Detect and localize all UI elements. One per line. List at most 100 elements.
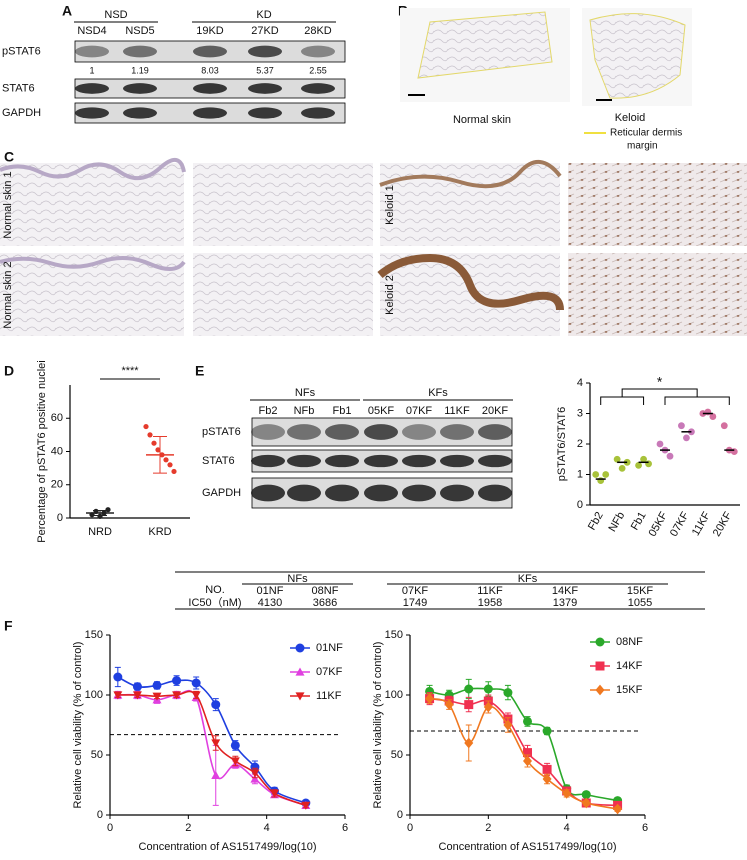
legend-marker	[295, 692, 305, 701]
x-axis-label: Concentration of AS1517499/log(10)	[139, 841, 317, 853]
data-point	[151, 440, 157, 446]
band	[325, 454, 359, 468]
data-point	[464, 737, 474, 749]
x-tick-label: 11KF	[690, 510, 713, 538]
band	[440, 424, 474, 440]
row-label: GAPDH	[2, 107, 41, 119]
x-tick-label: 2	[185, 822, 191, 834]
band	[248, 83, 282, 94]
legend-label: 07KF	[316, 666, 343, 678]
data-point	[113, 672, 123, 682]
data-point	[464, 700, 474, 710]
band	[287, 424, 321, 440]
data-point	[250, 762, 260, 772]
table-cell: 1749	[403, 597, 427, 609]
table-cell: 1958	[478, 597, 502, 609]
x-tick-label: KRD	[148, 526, 171, 538]
data-point	[105, 507, 111, 513]
band	[325, 424, 359, 440]
data-point	[618, 465, 626, 472]
x-tick-label: 4	[564, 822, 570, 834]
table-cell: 07KF	[402, 585, 429, 597]
data-point	[483, 701, 493, 713]
y-axis-label: Relative cell viability (% of control)	[372, 642, 384, 809]
legend-marker	[595, 661, 605, 671]
data-point	[143, 423, 149, 430]
quantification: 2.55	[309, 65, 327, 75]
data-point	[270, 789, 279, 798]
x-tick-label: NFb	[606, 510, 627, 534]
row-label: STAT6	[2, 82, 35, 94]
lane-label: 19KD	[196, 25, 224, 37]
y-tick-label: 0	[577, 499, 583, 511]
error-bar	[153, 436, 167, 474]
image-caption: Keloid	[615, 112, 646, 124]
data-point	[666, 452, 674, 460]
data-point	[147, 432, 153, 438]
table-cell: 11KF	[477, 585, 503, 597]
data-point	[581, 790, 591, 800]
data-point	[523, 748, 532, 758]
y-tick-label: 3	[577, 407, 583, 419]
table-cell: 1055	[628, 597, 652, 609]
row-label: Keloid 1	[384, 185, 396, 225]
data-point	[704, 408, 712, 416]
data-point	[211, 739, 221, 748]
panel-label: D	[4, 363, 14, 379]
y-tick-label: 0	[57, 512, 63, 524]
data-point	[191, 678, 201, 688]
band	[287, 454, 321, 468]
row-label: Normal skin 1	[2, 171, 14, 238]
group-label: NFs	[295, 387, 316, 399]
legend-marker	[595, 637, 605, 647]
legend-label: 15KF	[616, 684, 643, 696]
data-point	[250, 774, 260, 783]
data-point	[581, 797, 591, 809]
x-tick-label: Fb2	[586, 510, 606, 532]
band	[251, 424, 285, 440]
group-label: NFs	[287, 573, 308, 585]
data-point	[656, 440, 664, 448]
row-label: STAT6	[202, 455, 235, 467]
x-tick-label: 6	[342, 822, 348, 834]
lane-label: 28KD	[304, 25, 332, 37]
band	[248, 45, 282, 58]
band	[478, 484, 512, 502]
y-tick-label: 150	[85, 629, 103, 641]
y-tick-label: 4	[577, 377, 583, 389]
lane-label: 20KF	[482, 405, 509, 417]
band	[364, 454, 398, 468]
data-point	[172, 676, 182, 686]
row-label: Normal skin 2	[2, 261, 14, 328]
band	[402, 424, 436, 440]
band	[440, 484, 474, 502]
table-header: IC50（nM)	[188, 596, 241, 609]
data-point	[503, 719, 513, 731]
significance: ****	[121, 365, 139, 377]
data-point	[709, 413, 717, 420]
data-point	[597, 477, 605, 484]
quantification: 5.37	[256, 65, 274, 75]
y-tick-label: 150	[385, 629, 403, 641]
y-tick-label: 2	[577, 438, 583, 450]
x-tick-label: 07KF	[668, 510, 692, 539]
group-label: KFs	[518, 573, 538, 585]
lane-label: 05KF	[368, 405, 395, 417]
panel-label: A	[62, 3, 72, 19]
y-tick-label: 100	[85, 689, 103, 701]
legend-marker	[295, 667, 305, 676]
lane-label: 11KF	[444, 405, 470, 417]
data-point	[152, 692, 162, 701]
data-point	[444, 699, 454, 710]
band	[478, 424, 512, 440]
series-line	[429, 697, 618, 810]
legend-label: 01NF	[316, 642, 343, 654]
histology-grid	[0, 158, 747, 336]
y-axis-label: Percentage of pSTAT6 positive nuclei	[36, 360, 48, 542]
band	[440, 454, 474, 468]
tissue-image	[417, 11, 553, 79]
data-point	[640, 455, 647, 463]
data-point	[592, 471, 600, 478]
band	[123, 83, 157, 94]
series-line	[117, 689, 307, 807]
